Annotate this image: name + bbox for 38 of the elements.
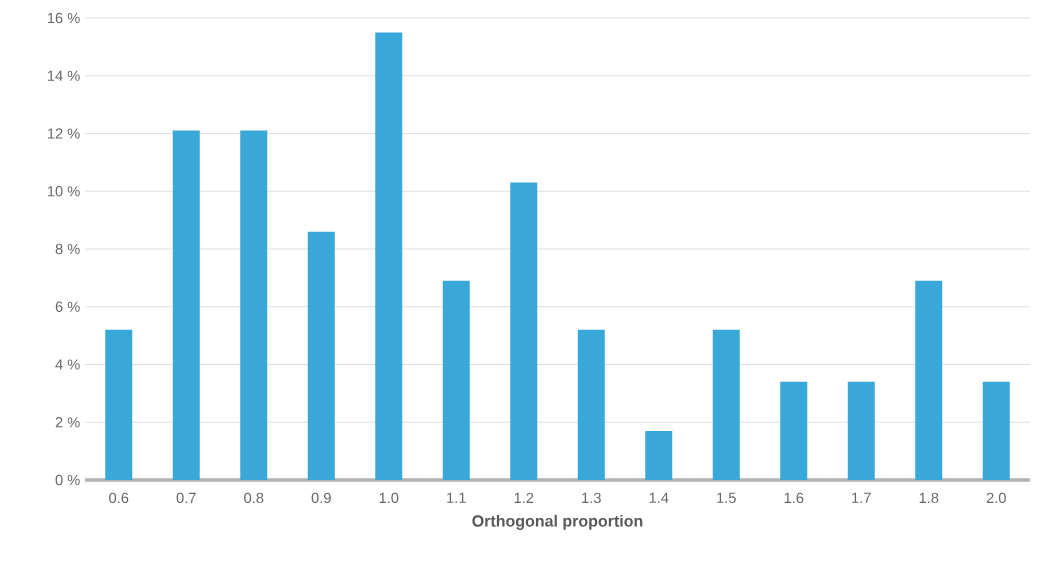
y-tick-label: 2 % — [55, 417, 80, 428]
bar — [645, 430, 673, 480]
y-tick-label: 6 % — [55, 301, 80, 312]
x-tick-label: 0.7 — [176, 492, 196, 504]
y-tick-label: 10 % — [47, 186, 80, 197]
bar — [780, 381, 808, 480]
x-tick-label: 0.8 — [244, 492, 264, 504]
x-tick-label: 1.8 — [919, 492, 939, 504]
bar — [105, 329, 133, 480]
bar — [172, 130, 200, 480]
bar — [847, 381, 875, 480]
bar — [712, 329, 740, 480]
x-tick-label: 1.6 — [784, 492, 804, 504]
bar — [307, 231, 335, 480]
y-tick-label: 14 % — [47, 70, 80, 81]
x-tick-label: 1.3 — [582, 492, 601, 504]
bar — [375, 32, 403, 480]
x-tick-label: 1.1 — [447, 492, 466, 503]
x-tick-label: 1.2 — [514, 492, 534, 503]
bar — [442, 280, 470, 480]
y-tick-label: 0 % — [55, 474, 80, 486]
bar — [240, 130, 268, 480]
bar — [982, 381, 1010, 480]
bar — [915, 280, 943, 480]
x-axis-title: Orthogonal proportion — [472, 514, 643, 530]
y-tick-label: 4 % — [55, 359, 80, 370]
x-tick-label: 1.7 — [852, 492, 871, 503]
x-tick-label: 2.0 — [986, 492, 1006, 504]
x-tick-label: 0.6 — [109, 492, 129, 504]
y-tick-label: 8 % — [55, 243, 80, 255]
bar — [577, 329, 605, 480]
y-tick-label: 12 % — [47, 128, 80, 139]
bar — [510, 182, 538, 480]
x-tick-label: 1.0 — [379, 492, 399, 504]
x-tick-label: 1.4 — [649, 492, 669, 503]
x-tick-label: 1.5 — [717, 492, 736, 503]
y-tick-label: 16 % — [47, 12, 80, 24]
x-tick-label: 0.9 — [311, 492, 331, 504]
